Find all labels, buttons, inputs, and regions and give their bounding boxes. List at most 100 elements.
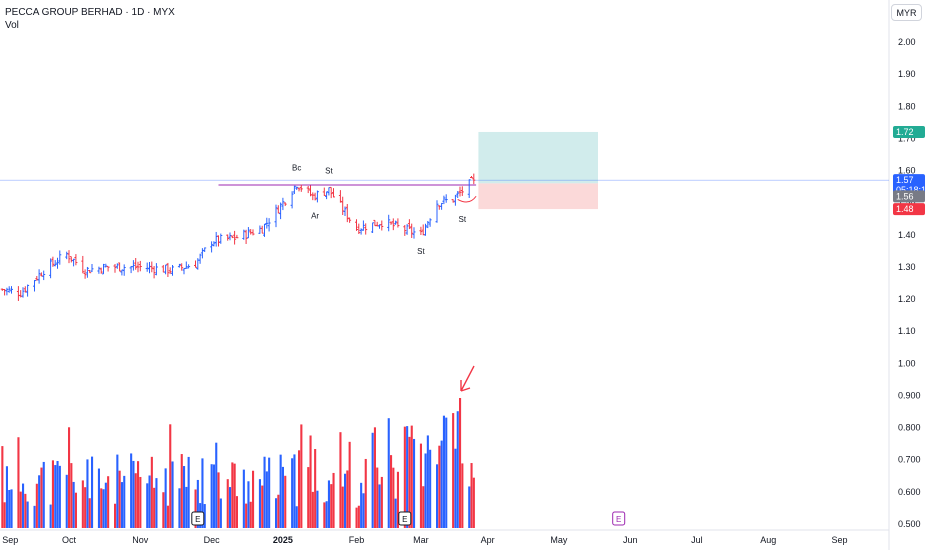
volume-bar [130, 453, 133, 528]
volume-bar [284, 475, 287, 528]
volume-bar [231, 462, 234, 528]
x-tick-label: Mar [413, 535, 429, 545]
earnings-marker-box [612, 511, 626, 526]
volume-bar [413, 438, 416, 528]
volume-bar [97, 468, 100, 528]
volume-bar [410, 425, 413, 528]
volume-bar [201, 458, 204, 528]
volume-bar [245, 503, 248, 528]
volume-bar [114, 503, 117, 528]
volume-bar [35, 483, 38, 528]
volume-bar [146, 483, 149, 528]
volume-bar [185, 486, 188, 528]
volume-bar [408, 436, 411, 528]
volume-bar [26, 501, 29, 528]
volume-bar [247, 481, 250, 528]
volume-bar [180, 454, 183, 528]
x-tick-label: Jul [691, 535, 703, 545]
x-tick-label: Nov [132, 535, 149, 545]
x-tick-label: Dec [204, 535, 221, 545]
volume-bar [470, 463, 473, 528]
x-tick-label: Oct [62, 535, 77, 545]
volume-bar [330, 484, 333, 528]
stop-price-tag-bg [893, 203, 925, 216]
volume-bar [8, 489, 11, 528]
volume-bar [58, 465, 61, 528]
volume-bar [120, 482, 123, 528]
volume-bar [42, 461, 45, 528]
price-bars [0, 173, 476, 301]
x-tick-label: Sep [831, 535, 847, 545]
volume-bar [139, 476, 142, 528]
y-tick-label: 0.700 [898, 455, 921, 465]
volume-bar [40, 467, 43, 528]
volume-bar [70, 463, 73, 528]
volume-bar [327, 480, 330, 528]
volume-bar [118, 470, 121, 528]
volume-bar [178, 488, 181, 528]
volume-bar [68, 427, 71, 528]
entry-price-tag-text: 1.56 [896, 191, 914, 201]
earnings-marker-label: E [195, 515, 200, 524]
currency-button[interactable]: MYR [891, 4, 922, 21]
volume-bar [438, 445, 441, 528]
x-tick-label: 2025 [273, 535, 293, 545]
y-tick-label: 0.500 [898, 519, 921, 529]
volume-bar [265, 471, 268, 528]
volume-bar [1, 446, 4, 528]
volume-bar [166, 505, 169, 528]
volume-bar [440, 440, 443, 528]
earnings-marker-label: E [616, 515, 621, 524]
volume-bar [419, 443, 422, 528]
volume-bar [459, 398, 462, 528]
volume-bar [74, 492, 77, 528]
annotation-label: St [325, 167, 333, 176]
volume-bar [339, 432, 342, 528]
volume-bar [137, 461, 140, 528]
volume-bar [107, 476, 110, 528]
volume-bar [132, 460, 135, 528]
volume-bar [468, 486, 471, 528]
volume-bar [164, 468, 167, 528]
annotation-label: St [459, 215, 467, 224]
volume-bar [65, 474, 68, 528]
volume-bar [162, 492, 165, 528]
target-price-tag-bg [893, 125, 925, 138]
volume-bar [392, 467, 395, 528]
y-tick-label: 1.00 [898, 358, 916, 368]
volume-indicator-label[interactable]: Vol [5, 20, 19, 31]
volume-bar [263, 456, 266, 528]
x-tick-label: Apr [481, 535, 495, 545]
y-tick-label: 1.50 [898, 198, 916, 208]
volume-bar [134, 473, 137, 528]
volume-bar [219, 498, 222, 528]
volume-bar [3, 502, 6, 528]
x-tick-label: Jun [623, 535, 638, 545]
y-tick-label: 1.80 [898, 101, 916, 111]
volume-bar [268, 457, 271, 528]
last-price-tag-text: 1.57 [896, 175, 914, 185]
y-tick-label: 0.600 [898, 487, 921, 497]
volume-bar [249, 501, 252, 528]
x-tick-label: Aug [760, 535, 776, 545]
earnings-marker-box [398, 511, 412, 526]
x-tick-label: Feb [349, 535, 365, 545]
volume-bar [436, 464, 439, 528]
volume-bar [242, 469, 245, 528]
y-tick-label: 1.10 [898, 326, 916, 336]
volume-bar [371, 432, 374, 528]
y-tick-label: 1.60 [898, 166, 916, 176]
volume-bar [196, 479, 199, 528]
volume-bar [212, 464, 215, 528]
volume-bars [1, 398, 475, 528]
y-tick-label: 1.30 [898, 262, 916, 272]
volume-bar [295, 506, 298, 528]
volume-bar [22, 483, 25, 528]
volume-bar [194, 489, 197, 528]
volume-bar [293, 454, 296, 528]
volume-bar [360, 482, 363, 528]
volume-bar [19, 491, 22, 528]
y-tick-label: 1.20 [898, 294, 916, 304]
spring-arc [457, 195, 477, 203]
